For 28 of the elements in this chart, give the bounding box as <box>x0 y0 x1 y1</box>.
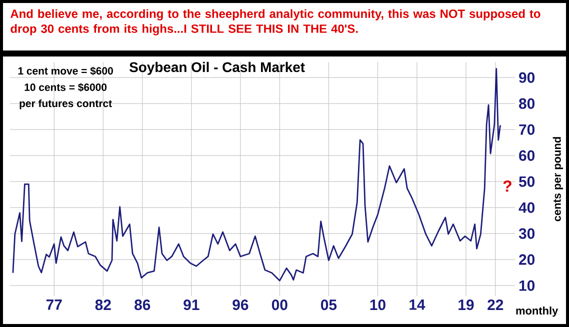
x-tick-label: 14 <box>410 300 426 310</box>
chart-subtitle: And believe me, according to the sheepherd analytic community, this was NOT supposed to drop 30 cents from its highs...I STILL SEE THIS IN THE 40'S. <box>10 9 540 36</box>
chart-title: Soybean Oil - Cash Market <box>129 62 305 75</box>
x-tick-label: 82 <box>95 300 111 310</box>
annotation: per futures contrct <box>20 99 112 110</box>
x-tick-label: 91 <box>184 300 200 310</box>
annotation: 10 cents = $6000 <box>24 83 107 92</box>
x-tick-label: 86 <box>134 300 150 310</box>
x-tick-label: 00 <box>272 300 288 310</box>
y-tick-label: 90 <box>519 72 535 83</box>
y-tick-label: 70 <box>519 124 535 135</box>
x-axis-title: monthly <box>516 306 558 317</box>
y-tick-label: 60 <box>519 150 535 161</box>
x-tick-label: 22 <box>488 300 504 310</box>
x-tick-label: 96 <box>232 300 248 310</box>
y-tick-label: 40 <box>518 202 535 213</box>
x-tick-label: 77 <box>46 300 62 310</box>
y-tick-label: 50 <box>518 176 535 187</box>
y-tick-label: 30 <box>518 228 535 239</box>
y-tick-label: 80 <box>518 98 535 109</box>
x-tick-label: 19 <box>458 300 474 310</box>
y-tick-label: 10 <box>519 280 535 291</box>
annotation: 1 cent move = $600 <box>18 66 113 76</box>
y-tick-label: 20 <box>519 254 535 265</box>
annotation: ? <box>503 180 512 192</box>
y-axis-title: cents per pound <box>552 137 564 222</box>
x-tick-label: 10 <box>370 300 386 310</box>
x-tick-label: 05 <box>320 300 337 310</box>
